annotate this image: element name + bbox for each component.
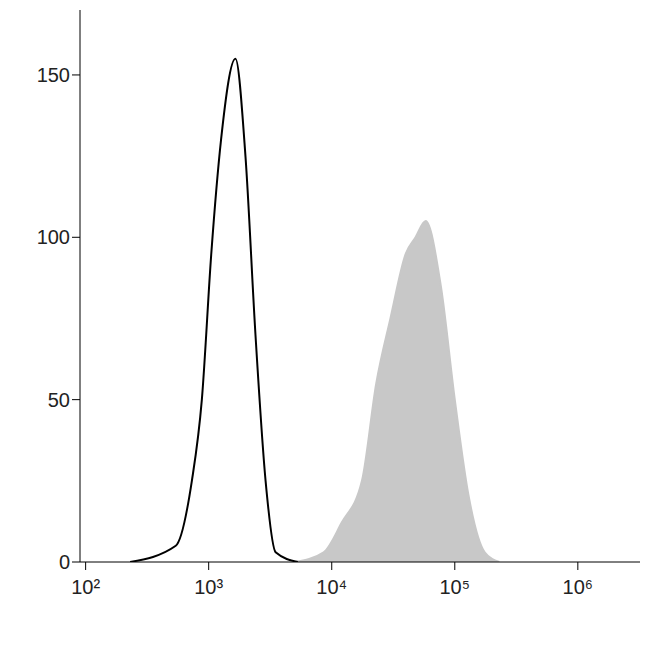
svg-text:10²: 10²	[71, 576, 100, 598]
svg-text:50: 50	[48, 389, 70, 411]
svg-text:0: 0	[59, 551, 70, 573]
svg-text:150: 150	[37, 64, 70, 86]
svg-text:10⁶: 10⁶	[563, 576, 593, 598]
svg-text:10⁴: 10⁴	[316, 576, 347, 598]
svg-text:10³: 10³	[194, 576, 223, 598]
svg-text:100: 100	[37, 226, 70, 248]
svg-text:10⁵: 10⁵	[440, 576, 471, 598]
